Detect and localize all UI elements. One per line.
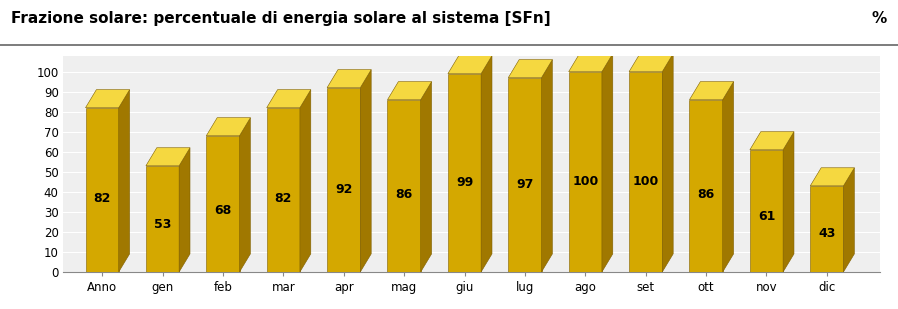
Polygon shape: [145, 148, 190, 166]
Text: 68: 68: [215, 204, 232, 217]
Polygon shape: [448, 56, 492, 74]
Polygon shape: [388, 100, 421, 272]
Polygon shape: [541, 60, 552, 272]
Polygon shape: [119, 90, 129, 272]
Text: 82: 82: [275, 192, 292, 205]
Text: 99: 99: [456, 176, 473, 189]
Polygon shape: [145, 166, 179, 272]
Polygon shape: [300, 90, 311, 272]
Polygon shape: [85, 108, 119, 272]
Polygon shape: [750, 150, 783, 272]
Polygon shape: [568, 72, 602, 272]
Polygon shape: [629, 54, 674, 72]
Polygon shape: [267, 90, 311, 108]
Polygon shape: [629, 72, 663, 272]
Polygon shape: [327, 70, 371, 88]
Text: 61: 61: [758, 210, 775, 223]
Text: 92: 92: [335, 183, 352, 196]
Polygon shape: [602, 54, 612, 272]
Text: 82: 82: [93, 192, 110, 205]
Polygon shape: [783, 132, 794, 272]
Text: 86: 86: [395, 188, 413, 201]
Polygon shape: [481, 56, 492, 272]
Polygon shape: [810, 186, 843, 272]
Polygon shape: [508, 78, 541, 272]
Polygon shape: [690, 100, 723, 272]
Polygon shape: [327, 88, 360, 272]
Polygon shape: [207, 118, 251, 136]
Polygon shape: [448, 74, 481, 272]
Text: 97: 97: [516, 178, 533, 191]
Text: Frazione solare: percentuale di energia solare al sistema [SFn]: Frazione solare: percentuale di energia …: [11, 11, 550, 26]
Text: 53: 53: [154, 218, 172, 231]
Polygon shape: [179, 148, 190, 272]
Polygon shape: [723, 82, 734, 272]
Polygon shape: [690, 82, 734, 100]
Polygon shape: [388, 82, 432, 100]
Polygon shape: [750, 132, 794, 150]
Polygon shape: [421, 82, 432, 272]
Text: %: %: [872, 11, 887, 26]
Text: 100: 100: [572, 175, 598, 188]
Polygon shape: [568, 54, 612, 72]
Polygon shape: [240, 118, 251, 272]
Polygon shape: [85, 90, 129, 108]
Text: 86: 86: [698, 188, 715, 201]
Polygon shape: [360, 70, 371, 272]
Polygon shape: [663, 54, 674, 272]
Text: 100: 100: [632, 175, 659, 188]
Polygon shape: [810, 168, 854, 186]
Text: 43: 43: [818, 227, 835, 240]
Polygon shape: [267, 108, 300, 272]
Polygon shape: [207, 136, 240, 272]
Polygon shape: [843, 168, 854, 272]
Polygon shape: [508, 60, 552, 78]
